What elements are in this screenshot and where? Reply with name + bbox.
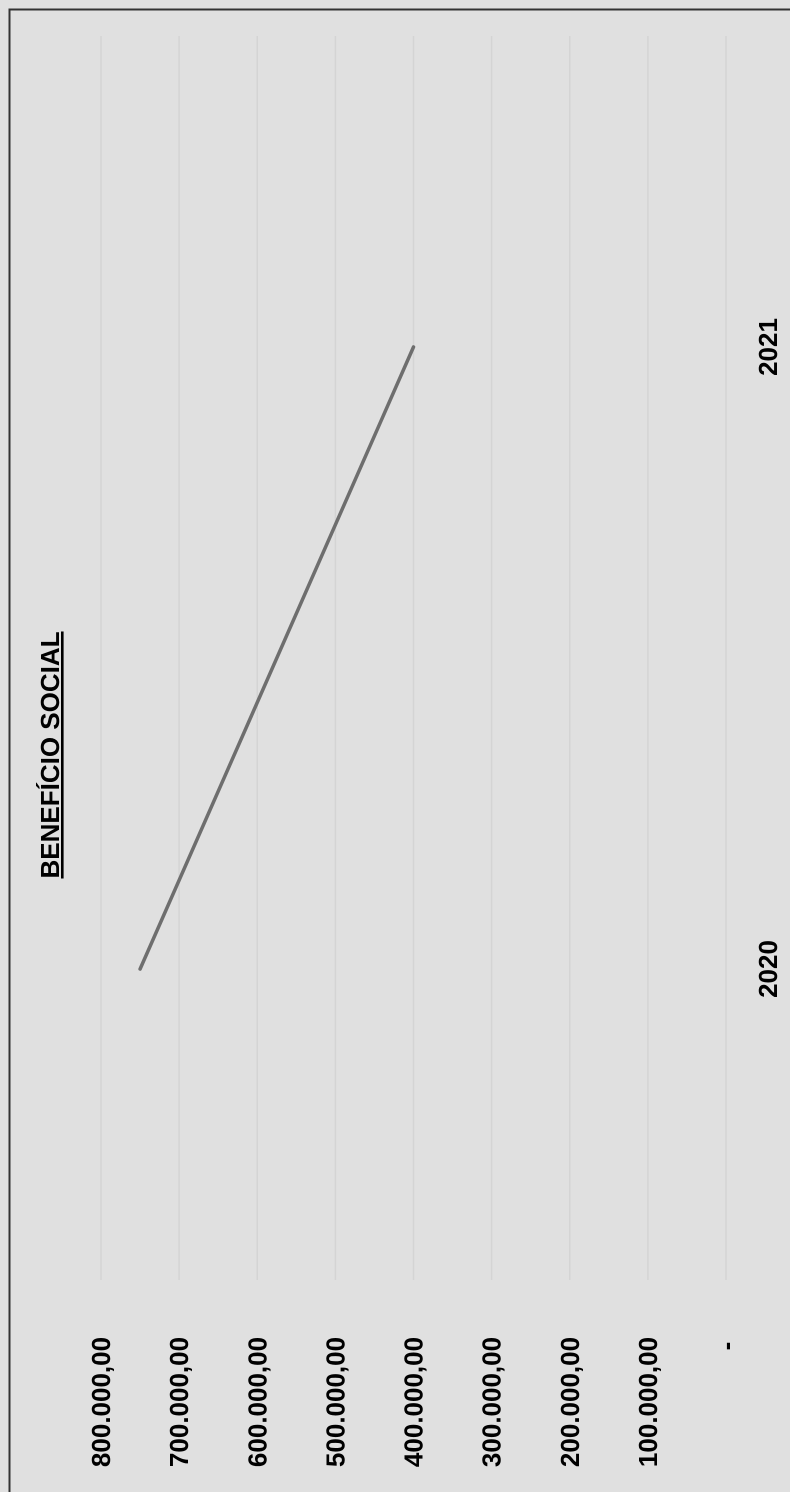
y-tick-label: 400.000,00 <box>399 1337 429 1467</box>
y-tick-label: 800.000,00 <box>86 1337 116 1467</box>
y-tick-label: 300.000,00 <box>477 1337 507 1467</box>
chart-title: BENEFÍCIO SOCIAL <box>35 631 65 878</box>
x-tick-label: 2021 <box>753 318 783 376</box>
title-group: BENEFÍCIO SOCIAL <box>35 631 65 878</box>
y-tick-label: 500.000,00 <box>320 1337 350 1467</box>
x-tick-label: 2020 <box>753 940 783 998</box>
y-tick-label: 600.000,00 <box>242 1337 272 1467</box>
y-tick-label: - <box>711 1342 741 1351</box>
y-axis-tick-labels: - 100.000,00 200.000,00 300.000,00 400.000,0… <box>86 1337 741 1467</box>
y-tick-label: 100.000,00 <box>633 1337 663 1467</box>
y-tick-label: 200.000,00 <box>555 1337 585 1467</box>
y-tick-label: 700.000,00 <box>164 1337 194 1467</box>
